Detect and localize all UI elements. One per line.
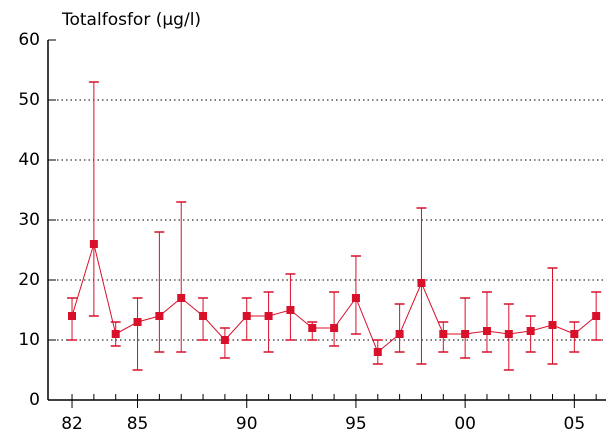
point [133,318,142,326]
point [89,240,98,248]
point [482,327,491,335]
point [330,324,339,332]
point [177,294,186,302]
y-tick-label: 20 [18,270,40,290]
point [68,312,77,320]
x-tick-label: 82 [61,414,83,434]
y-tick-label: 30 [18,210,40,230]
point [417,279,426,287]
point [439,330,448,338]
point [199,312,208,320]
x-tick-label: 00 [454,414,476,434]
x-tick-label: 05 [564,414,586,434]
point [592,312,601,320]
point [351,294,360,302]
point [504,330,513,338]
y-tick-label: 60 [18,30,40,50]
point [264,312,273,320]
point [220,336,229,344]
point [155,312,164,320]
point [570,330,579,338]
y-tick-label: 40 [18,150,40,170]
point [548,321,557,329]
point [308,324,317,332]
chart-title: Totalfosfor (µg/l) [61,10,201,30]
point [395,330,404,338]
point [461,330,470,338]
point [526,327,535,335]
y-tick-label: 50 [18,90,40,110]
x-tick-label: 95 [345,414,367,434]
x-tick-label: 90 [236,414,258,434]
point [373,348,382,356]
point [286,306,295,314]
point [111,330,120,338]
y-tick-label: 10 [18,330,40,350]
x-tick-label: 85 [127,414,149,434]
y-tick-label: 0 [29,390,40,410]
point [242,312,251,320]
